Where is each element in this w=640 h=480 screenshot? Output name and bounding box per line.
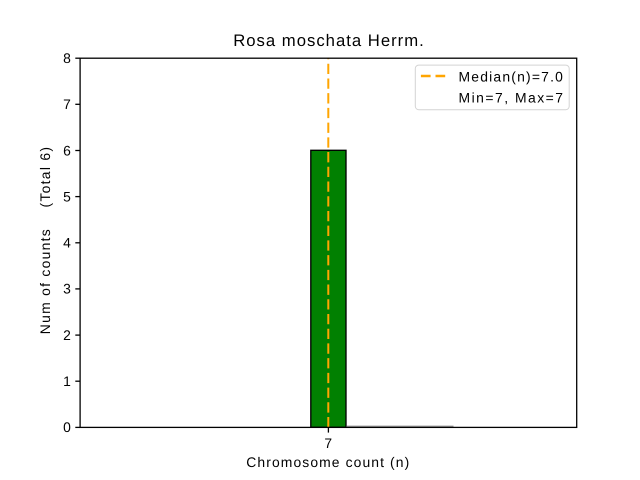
svg-text:4: 4 [63,235,71,251]
svg-text:2: 2 [63,327,71,343]
svg-text:Chromosome count (n): Chromosome count (n) [246,454,410,470]
svg-text:5: 5 [63,188,71,204]
svg-text:8: 8 [63,50,71,66]
svg-text:0: 0 [63,419,71,435]
svg-text:3: 3 [63,281,71,297]
svg-text:1: 1 [63,373,71,389]
svg-text:Min=7, Max=7: Min=7, Max=7 [459,90,565,106]
svg-text:7: 7 [63,96,71,112]
svg-text:6: 6 [63,142,71,158]
svg-text:7: 7 [324,435,332,451]
svg-text:Rosa moschata Herrm.: Rosa moschata Herrm. [233,31,425,50]
svg-text:Median(n)=7.0: Median(n)=7.0 [459,69,565,85]
svg-text:Num of counts (Total 6): Num of counts (Total 6) [37,146,53,334]
